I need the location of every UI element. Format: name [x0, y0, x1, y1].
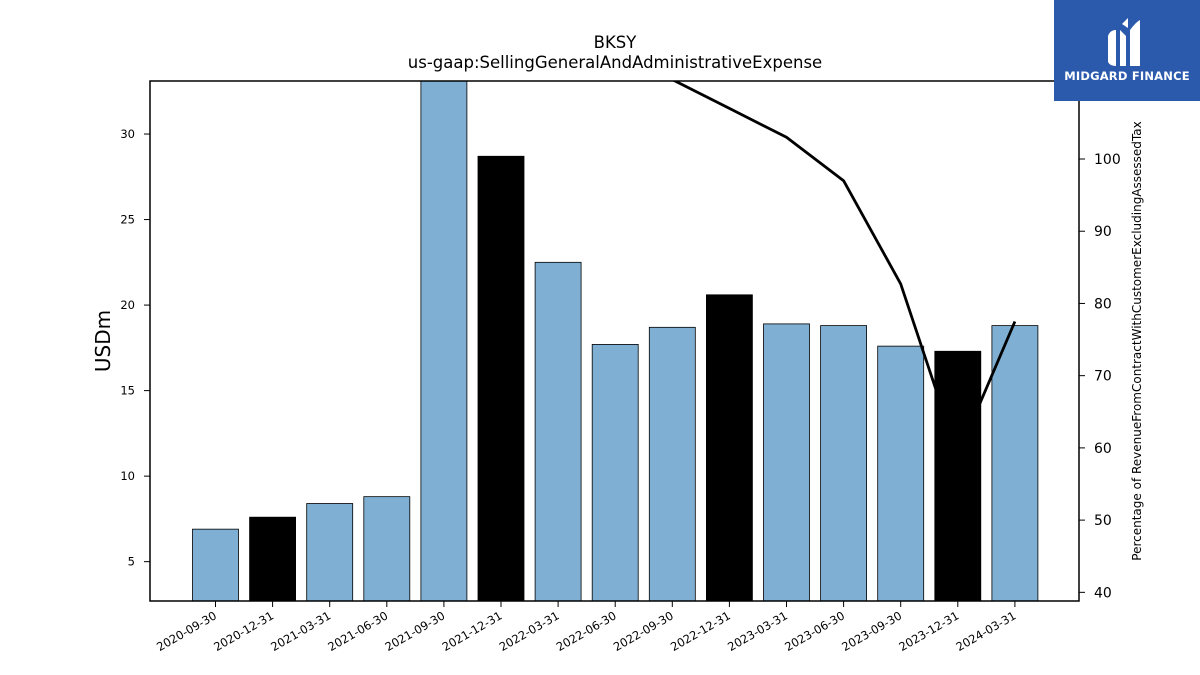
bar-series: [192, 81, 1039, 601]
left-y-axis: 5 10 15 20 25 30: [120, 127, 150, 569]
line-series: [671, 81, 1017, 457]
x-axis: 2020-09-302020-12-312021-03-312021-06-30…: [154, 601, 1018, 654]
bar-2022-09-30: [648, 326, 696, 601]
bar-2020-12-31: [249, 516, 297, 601]
y2-tick-label: 40: [1094, 585, 1112, 601]
x-tick-label: 2021-09-30: [383, 608, 448, 654]
x-tick-label: 2022-09-30: [611, 608, 676, 654]
chart-subtitle: us-gaap:SellingGeneralAndAdministrativeE…: [408, 53, 822, 72]
x-tick-label: 2021-06-30: [325, 608, 390, 654]
bar-2020-09-30: [192, 528, 239, 601]
bar-2021-06-30: [363, 496, 411, 601]
y-tick-label: 10: [120, 469, 135, 483]
x-tick-label: 2023-12-31: [896, 608, 961, 654]
y2-tick-label: 100: [1094, 152, 1121, 168]
y2-tick-label: 60: [1094, 441, 1112, 457]
x-tick-label: 2021-12-31: [440, 608, 505, 654]
x-tick-label: 2023-09-30: [839, 608, 904, 654]
bar-2022-03-31: [534, 261, 582, 601]
bar-2021-03-31: [306, 503, 354, 601]
y-tick-label: 30: [120, 127, 135, 141]
y-tick-label: 25: [120, 213, 135, 227]
y-tick-label: 5: [128, 555, 135, 569]
revenue-percentage-line: [671, 81, 1017, 457]
right-y-axis-label: Percentage of RevenueFromContractWithCus…: [1130, 121, 1144, 560]
y2-tick-label: 90: [1094, 224, 1112, 240]
x-tick-label: 2023-03-31: [725, 608, 790, 654]
x-tick-label: 2022-06-30: [554, 608, 619, 654]
right-y-axis: 40 50 60 70 80 90 100: [1079, 152, 1121, 601]
y2-tick-label: 50: [1094, 513, 1112, 529]
midgard-finance-logo: MIDGARD FINANCE: [1054, 0, 1200, 101]
bar-2022-12-31: [706, 294, 753, 601]
x-tick-label: 2022-12-31: [668, 608, 733, 654]
y2-tick-label: 70: [1094, 369, 1112, 385]
x-tick-label: 2020-09-30: [154, 608, 219, 654]
bar-2023-03-31: [763, 323, 810, 601]
bar-2022-06-30: [591, 344, 639, 601]
x-tick-label: 2021-03-31: [268, 608, 333, 654]
x-tick-label: 2023-06-30: [782, 608, 847, 654]
x-tick-label: 2022-03-31: [497, 608, 562, 654]
y-tick-label: 20: [120, 298, 135, 312]
bar-2024-03-31: [991, 325, 1039, 601]
x-tick-label: 2020-12-31: [211, 608, 276, 654]
bar-2021-09-30: [420, 81, 468, 601]
bar-2021-12-31: [477, 155, 525, 601]
y-tick-label: 15: [120, 384, 135, 398]
bar-2023-06-30: [820, 325, 867, 601]
plot-frame: [149, 80, 1080, 602]
midgard-finance-logo-icon: [1108, 18, 1140, 66]
logo-text: MIDGARD FINANCE: [1064, 69, 1190, 83]
chart-title: BKSY: [594, 33, 638, 52]
y2-tick-label: 80: [1094, 296, 1112, 312]
bar-2023-09-30: [877, 345, 925, 601]
y-axis-label: USDm: [91, 310, 115, 372]
bar-2023-12-31: [934, 350, 982, 601]
x-tick-label: 2024-03-31: [954, 608, 1019, 654]
